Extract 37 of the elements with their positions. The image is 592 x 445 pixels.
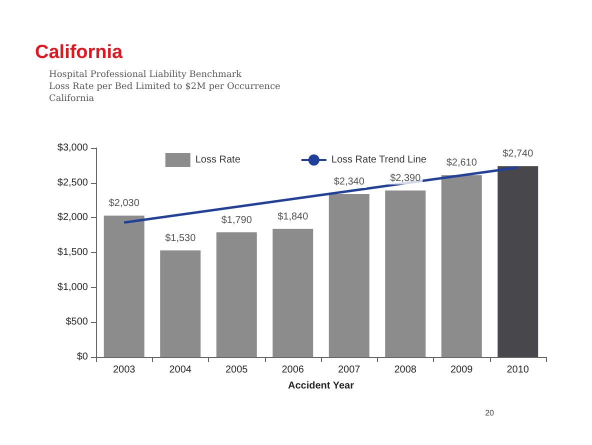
- x-axis-title: Accident Year: [288, 380, 354, 392]
- x-tick-label: 2009: [450, 364, 474, 376]
- bar: [385, 190, 426, 357]
- bar: [160, 250, 201, 357]
- x-tick-label: 2010: [506, 364, 530, 376]
- legend-label: Loss Rate: [195, 154, 241, 166]
- y-tick-label: $0: [76, 352, 88, 362]
- x-tick-label: 2005: [226, 364, 248, 376]
- y-tick-label: $2,000: [57, 212, 88, 224]
- chart-subtitle: Hospital Professional Liability Benchmark Loss Rate per Bed Limited to $2M per Occurrence California: [49, 70, 280, 104]
- data-label: $2,610: [446, 158, 478, 169]
- data-label: $2,340: [334, 176, 365, 188]
- y-tick-label: $500: [66, 316, 88, 328]
- y-tick-label: $2,500: [57, 177, 88, 188]
- data-label: $1,840: [278, 211, 309, 222]
- data-label: $1,790: [221, 214, 252, 226]
- y-tick-label: $3,000: [57, 142, 88, 154]
- data-label: $2,740: [502, 148, 534, 160]
- x-tick-label: 2004: [169, 364, 192, 376]
- legend-label: Loss Rate Trend Line: [331, 154, 427, 166]
- data-label: $2,030: [108, 198, 140, 210]
- bar: [328, 194, 370, 357]
- x-tick-label: 2006: [282, 364, 304, 376]
- bar: [498, 166, 538, 357]
- bar: [272, 228, 314, 357]
- data-label: $1,530: [165, 232, 196, 244]
- text: 20: [485, 408, 495, 418]
- y-tick-label: $1,000: [57, 282, 88, 293]
- bar: [104, 216, 144, 357]
- y-tick-label: $1,500: [57, 247, 88, 258]
- data-label: $2,390: [390, 172, 422, 184]
- bar: [216, 232, 257, 357]
- x-tick-label: 2003: [113, 364, 136, 376]
- x-tick-label: 2007: [338, 364, 361, 376]
- x-tick-label: 2008: [394, 364, 417, 376]
- chart-title: California: [35, 42, 124, 63]
- bar: [441, 175, 482, 357]
